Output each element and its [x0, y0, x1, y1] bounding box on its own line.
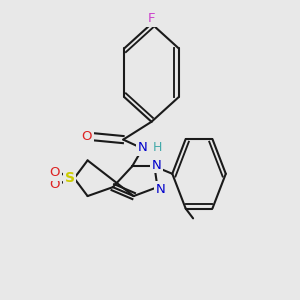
Text: O: O — [50, 178, 60, 191]
Text: O: O — [81, 130, 92, 143]
Text: S: S — [65, 171, 75, 185]
Text: N: N — [152, 159, 162, 172]
Text: F: F — [148, 12, 155, 25]
Text: N: N — [155, 183, 165, 196]
Text: O: O — [50, 166, 60, 179]
Text: N: N — [138, 141, 147, 154]
Text: H: H — [153, 141, 162, 154]
